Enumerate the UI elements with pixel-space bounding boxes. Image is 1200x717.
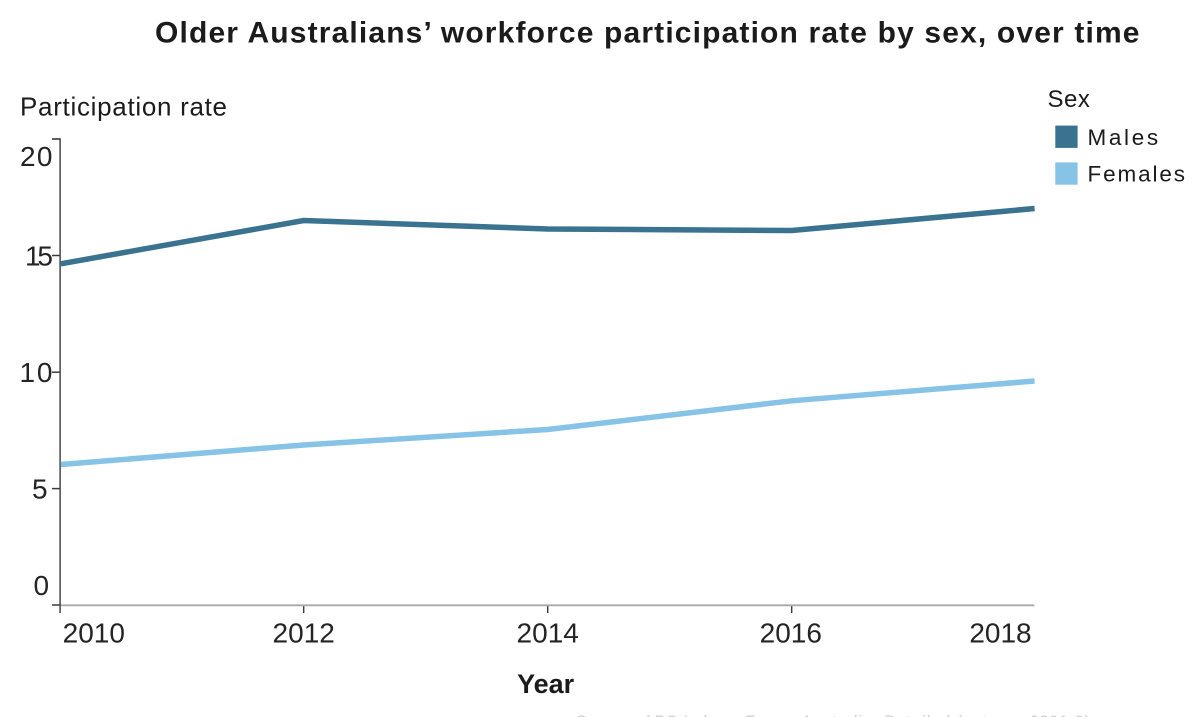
svg-text:Older Australians’ workforce p: Older Australians’ workforce participati… [155,17,1141,50]
svg-text:20: 20 [20,141,53,172]
svg-text:2018: 2018 [969,617,1031,648]
svg-text:Participation rate: Participation rate [20,92,228,122]
svg-text:2014: 2014 [517,617,579,648]
svg-text:Sex: Sex [1048,86,1091,113]
svg-text:0: 0 [34,570,50,601]
svg-text:2010: 2010 [63,617,125,648]
svg-text:5: 5 [32,473,48,504]
svg-text:2012: 2012 [273,617,335,648]
svg-text:2016: 2016 [760,617,822,648]
svg-text:10: 10 [20,357,53,388]
svg-text:15: 15 [25,241,53,272]
svg-text:Year: Year [517,669,575,699]
svg-text:Source: ABS Labour Force, Aust: Source: ABS Labour Force, Australia, Det… [576,714,1090,717]
